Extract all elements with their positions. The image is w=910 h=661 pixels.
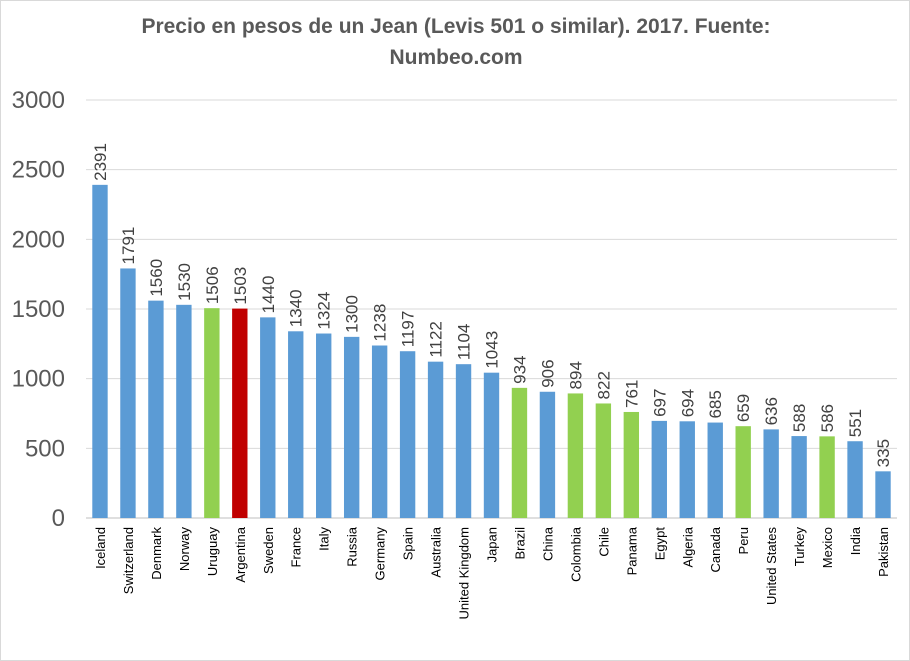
x-tick-label: Brazil (512, 527, 527, 560)
x-tick-label: Turkey (792, 527, 807, 567)
data-label: 588 (790, 404, 809, 432)
x-tick-label: Argentina (233, 526, 248, 582)
data-label: 1791 (119, 227, 138, 265)
bar (847, 441, 863, 518)
data-label: 1324 (315, 292, 334, 330)
x-tick-label: Germany (373, 527, 388, 581)
x-tick-label: Sweden (261, 527, 276, 574)
bar (707, 422, 723, 518)
data-label: 2391 (91, 143, 110, 181)
data-label: 694 (678, 389, 697, 417)
y-tick-label: 2500 (12, 157, 65, 184)
data-label: 1122 (427, 321, 446, 358)
bar (260, 317, 276, 518)
data-label: 636 (762, 397, 781, 425)
x-tick-label: Pakistan (876, 527, 891, 577)
bar (343, 336, 360, 518)
y-tick-label: 2000 (12, 226, 65, 253)
bar (204, 308, 220, 518)
bar (399, 351, 416, 518)
x-tick-label: Russia (345, 526, 360, 567)
data-label: 1197 (399, 311, 418, 348)
x-tick-label: Australia (429, 526, 444, 577)
x-tick-label: Algeria (680, 526, 695, 567)
x-tick-label: Peru (736, 527, 751, 554)
y-tick-label: 1500 (12, 296, 65, 323)
data-label: 822 (594, 371, 613, 399)
bar (539, 391, 556, 518)
bar (595, 403, 612, 518)
bar (819, 436, 835, 518)
bar (316, 333, 332, 518)
data-label: 761 (622, 380, 641, 408)
bar (567, 393, 584, 518)
x-tick-label: Switzerland (121, 527, 136, 594)
data-label: 1530 (175, 263, 194, 301)
x-tick-label: France (289, 527, 304, 567)
bar (651, 420, 667, 518)
data-label: 1440 (259, 276, 278, 314)
bar (511, 387, 528, 518)
x-tick-label: Iceland (93, 527, 108, 569)
x-tick-label: Italy (317, 527, 332, 551)
data-label: 1506 (203, 266, 222, 304)
bar (232, 308, 248, 518)
data-label: 1503 (231, 267, 250, 305)
data-label: 1300 (343, 295, 362, 333)
data-label: 335 (874, 439, 893, 467)
bar (623, 411, 640, 518)
data-label: 934 (510, 355, 529, 383)
x-tick-label: Colombia (568, 526, 583, 582)
data-label: 894 (566, 361, 585, 389)
data-label: 1238 (371, 304, 390, 342)
data-label: 1340 (287, 289, 306, 327)
y-tick-label: 500 (25, 435, 65, 462)
chart-title: Precio en pesos de un Jean (Levis 501 o … (141, 15, 771, 69)
bar (679, 421, 695, 518)
bar (763, 429, 779, 518)
x-tick-label: Panama (624, 526, 639, 575)
bar (791, 436, 807, 518)
y-tick-label: 1000 (12, 366, 65, 393)
bar (92, 184, 108, 518)
data-label: 697 (650, 389, 669, 417)
data-label: 551 (846, 409, 865, 437)
x-tick-label: Egypt (652, 527, 667, 561)
data-label: 906 (538, 359, 557, 387)
bar (875, 471, 891, 518)
x-tick-label: Chile (596, 527, 611, 557)
x-tick-label: China (540, 526, 555, 561)
bar (735, 426, 751, 518)
x-tick-label: Canada (708, 526, 723, 572)
data-label: 1043 (483, 331, 502, 369)
bar (120, 268, 136, 518)
bar (148, 300, 164, 518)
bar (455, 364, 472, 518)
x-tick-label: United Kingdom (457, 527, 472, 620)
x-tick-label: Japan (485, 527, 500, 562)
data-label: 685 (706, 390, 725, 418)
x-tick-label: India (848, 526, 863, 555)
bar (288, 331, 304, 518)
bar (371, 345, 388, 518)
x-tick-label: United States (764, 527, 779, 606)
x-tick-label: Uruguay (205, 527, 220, 577)
data-label: 586 (818, 404, 837, 432)
x-tick-label: Denmark (149, 527, 164, 580)
x-tick-label: Spain (401, 527, 416, 560)
y-tick-label: 0 (52, 505, 65, 532)
bar (427, 361, 444, 518)
bar (176, 304, 192, 518)
data-label: 1104 (455, 324, 474, 361)
y-tick-label: 3000 (12, 87, 65, 114)
data-label: 659 (734, 394, 753, 422)
x-tick-label: Norway (177, 527, 192, 572)
data-label: 1560 (147, 259, 166, 297)
x-tick-label: Mexico (820, 527, 835, 568)
bar (483, 372, 500, 518)
